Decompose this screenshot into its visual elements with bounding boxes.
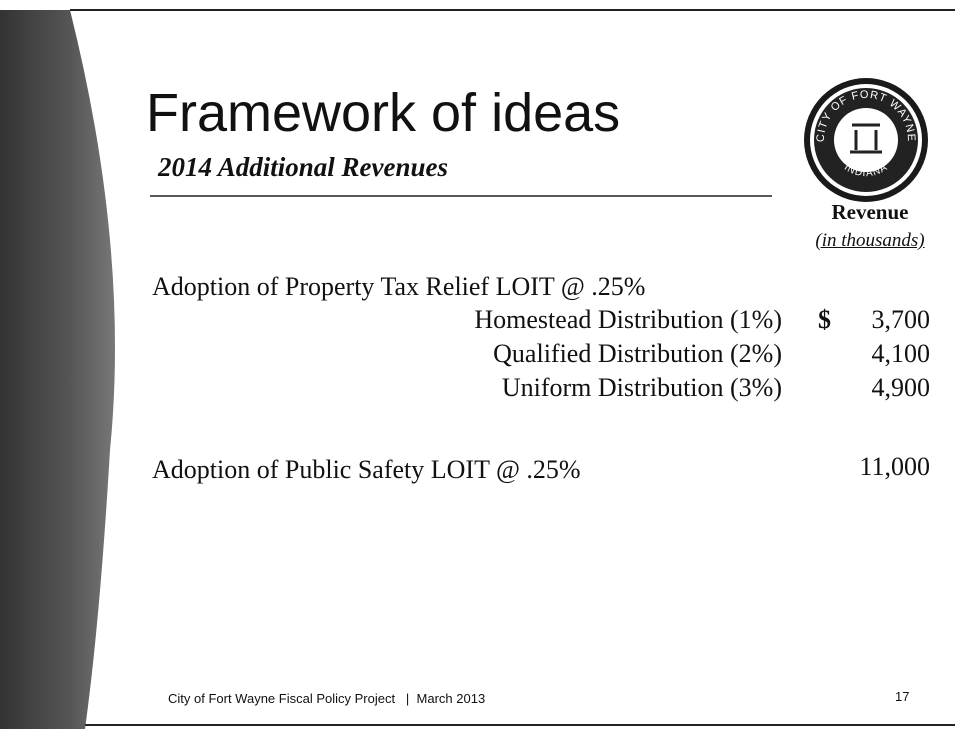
row-value: 4,100 <box>871 339 931 368</box>
section-value: 11,000 <box>859 452 930 481</box>
row-label: Homestead Distribution (1%) <box>474 305 782 334</box>
column-unit: (in thousands) <box>815 230 925 251</box>
page-number: 17 <box>895 689 910 704</box>
row-label: Uniform Distribution (3%) <box>501 373 782 402</box>
title: Framework of ideas <box>146 83 621 143</box>
section-label: Adoption of Property Tax Relief LOIT @ .… <box>152 272 646 301</box>
currency: $ <box>818 305 831 334</box>
footer-separator: | <box>405 691 410 706</box>
row-value: 3,700 <box>871 305 931 334</box>
subtitle: 2014 Additional Revenues <box>158 152 449 182</box>
logo: CITY OF FORT WAYNE INDIANA <box>804 78 928 202</box>
footer-date: March 2013 <box>416 691 486 706</box>
side-curve <box>0 10 115 729</box>
section-label: Adoption of Public Safety LOIT @ .25% <box>152 455 581 484</box>
svg-text:INDIANA: INDIANA <box>842 162 890 179</box>
logo-state: INDIANA <box>842 162 889 179</box>
footer: City of Fort Wayne Fiscal Policy Project… <box>168 691 485 706</box>
row-label: Qualified Distribution (2%) <box>493 339 782 368</box>
column-header: Revenue <box>831 200 909 224</box>
footer-project: City of Fort Wayne Fiscal Policy Project <box>168 691 396 706</box>
row-value: 4,900 <box>871 373 931 402</box>
